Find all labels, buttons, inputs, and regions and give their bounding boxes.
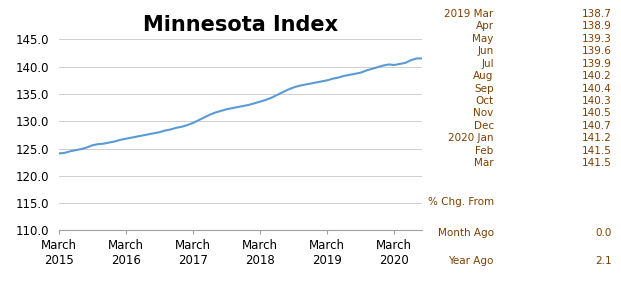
Text: Feb: Feb [476, 146, 494, 156]
Text: Jun: Jun [478, 46, 494, 56]
Text: 139.9: 139.9 [582, 59, 612, 69]
Text: % Chg. From: % Chg. From [428, 197, 494, 207]
Text: Sep: Sep [474, 83, 494, 94]
Text: 2019 Mar: 2019 Mar [445, 9, 494, 19]
Text: 141.5: 141.5 [582, 158, 612, 168]
Text: 139.6: 139.6 [582, 46, 612, 56]
Text: Oct: Oct [476, 96, 494, 106]
Text: 138.7: 138.7 [582, 9, 612, 19]
Text: 139.3: 139.3 [582, 34, 612, 44]
Text: 140.4: 140.4 [582, 83, 612, 94]
Text: 141.5: 141.5 [582, 146, 612, 156]
Text: Mar: Mar [474, 158, 494, 168]
Text: Month Ago: Month Ago [438, 228, 494, 238]
Text: Dec: Dec [474, 121, 494, 131]
Text: 141.2: 141.2 [582, 133, 612, 143]
Text: 2.1: 2.1 [595, 256, 612, 266]
Text: Aug: Aug [473, 71, 494, 81]
Title: Minnesota Index: Minnesota Index [143, 15, 338, 35]
Text: Year Ago: Year Ago [448, 256, 494, 266]
Text: 140.2: 140.2 [582, 71, 612, 81]
Text: 138.9: 138.9 [582, 21, 612, 31]
Text: Jul: Jul [481, 59, 494, 69]
Text: 0.0: 0.0 [596, 228, 612, 238]
Text: 140.7: 140.7 [582, 121, 612, 131]
Text: 140.3: 140.3 [582, 96, 612, 106]
Text: Nov: Nov [473, 108, 494, 118]
Text: 140.5: 140.5 [582, 108, 612, 118]
Text: 2020 Jan: 2020 Jan [448, 133, 494, 143]
Text: Apr: Apr [476, 21, 494, 31]
Text: May: May [473, 34, 494, 44]
